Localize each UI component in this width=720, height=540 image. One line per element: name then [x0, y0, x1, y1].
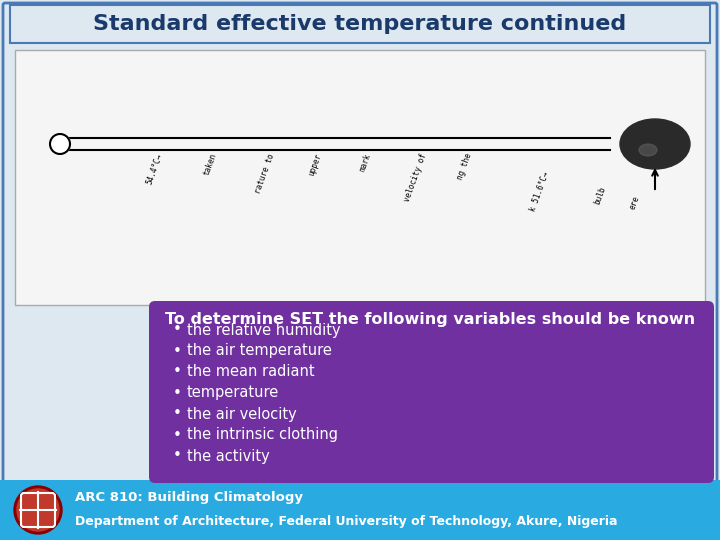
Text: bulb: bulb	[593, 185, 608, 205]
Text: •: •	[173, 386, 182, 401]
Text: •: •	[173, 322, 182, 338]
Ellipse shape	[620, 119, 690, 169]
Text: k 51.6°C→: k 51.6°C→	[528, 170, 552, 212]
Text: To determine SET the following variables should be known: To determine SET the following variables…	[165, 312, 695, 327]
Text: ARC 810: Building Climatology: ARC 810: Building Climatology	[75, 491, 303, 504]
Text: •: •	[173, 364, 182, 380]
Text: mark: mark	[358, 152, 372, 172]
Text: rature to: rature to	[253, 152, 276, 194]
Circle shape	[17, 489, 59, 531]
Text: the intrinsic clothing: the intrinsic clothing	[187, 428, 338, 442]
Text: taken: taken	[202, 152, 218, 177]
Text: temperature: temperature	[187, 386, 279, 401]
FancyBboxPatch shape	[0, 480, 720, 540]
FancyBboxPatch shape	[3, 3, 717, 537]
FancyBboxPatch shape	[10, 5, 710, 43]
Text: •: •	[173, 407, 182, 422]
Text: the relative humidity: the relative humidity	[187, 322, 341, 338]
Text: the air temperature: the air temperature	[187, 343, 332, 359]
Text: the activity: the activity	[187, 449, 270, 463]
Text: •: •	[173, 428, 182, 442]
Text: •: •	[173, 449, 182, 463]
Text: Department of Architecture, Federal University of Technology, Akure, Nigeria: Department of Architecture, Federal Univ…	[75, 516, 618, 529]
Text: velocity of: velocity of	[402, 152, 428, 203]
Text: •: •	[173, 343, 182, 359]
Text: upper: upper	[307, 152, 323, 177]
Circle shape	[14, 486, 62, 534]
Ellipse shape	[639, 144, 657, 156]
Circle shape	[50, 134, 70, 154]
FancyBboxPatch shape	[149, 301, 714, 483]
Text: ere: ere	[629, 195, 642, 211]
Text: Standard effective temperature continued: Standard effective temperature continued	[94, 14, 626, 34]
FancyBboxPatch shape	[15, 50, 705, 305]
Text: ng the: ng the	[456, 152, 474, 181]
Text: the air velocity: the air velocity	[187, 407, 297, 422]
Text: 54.4°C→: 54.4°C→	[145, 152, 165, 186]
Text: the mean radiant: the mean radiant	[187, 364, 315, 380]
